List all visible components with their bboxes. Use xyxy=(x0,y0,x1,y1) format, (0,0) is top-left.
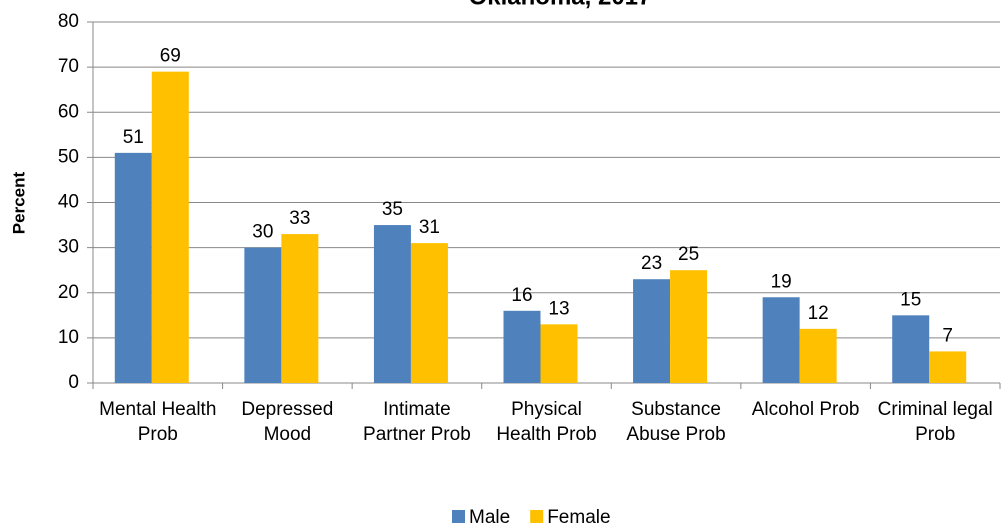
bar xyxy=(410,243,448,383)
bar xyxy=(762,297,800,383)
x-tick-label: Substance Abuse Prob xyxy=(626,399,726,445)
data-label: 19 xyxy=(771,271,792,292)
data-label: 16 xyxy=(511,285,532,306)
x-tick-label: Criminal legal Prob xyxy=(877,399,993,445)
data-label: 13 xyxy=(548,298,569,319)
bar xyxy=(281,234,319,383)
bar xyxy=(151,71,189,383)
x-tick-label-box: Criminal legal Prob xyxy=(877,399,993,445)
legend-swatch xyxy=(530,510,544,523)
x-tick-label-box: Depressed Mood xyxy=(241,399,334,445)
x-tick-label-box: Alcohol Prob xyxy=(751,399,860,420)
y-tick-label: 20 xyxy=(58,282,79,303)
data-label: 69 xyxy=(160,46,181,67)
data-label: 30 xyxy=(252,222,273,243)
x-tick-label-box: Physical Health Prob xyxy=(496,399,597,445)
data-label: 35 xyxy=(382,199,403,220)
data-label: 7 xyxy=(942,325,953,346)
bar xyxy=(633,279,671,383)
x-tick-label: Physical Health Prob xyxy=(496,399,597,445)
y-tick-label: 30 xyxy=(58,237,79,258)
data-label: 33 xyxy=(289,208,310,229)
y-tick-label: 80 xyxy=(58,11,79,32)
bar xyxy=(503,310,541,383)
bar xyxy=(929,351,967,383)
bar xyxy=(373,225,411,383)
x-tick-label: Depressed Mood xyxy=(241,399,334,445)
bar xyxy=(670,270,708,383)
data-label: 51 xyxy=(123,127,144,148)
data-label: 15 xyxy=(900,289,921,310)
bar xyxy=(892,315,930,383)
legend-label: Female xyxy=(547,507,610,527)
bar xyxy=(540,324,578,383)
bar xyxy=(114,152,152,383)
y-tick-label: 40 xyxy=(58,192,79,213)
legend-swatch xyxy=(452,510,465,523)
bar xyxy=(244,247,282,383)
x-tick-label-box: Mental Health Prob xyxy=(99,399,217,445)
x-tick-label: Intimate Partner Prob xyxy=(363,399,471,445)
y-tick-label: 60 xyxy=(58,101,79,122)
y-tick-label: 50 xyxy=(58,146,79,167)
data-label: 12 xyxy=(808,303,829,324)
y-axis-label: Percent xyxy=(9,171,28,234)
y-tick-label: 0 xyxy=(68,372,79,393)
x-tick-label: Alcohol Prob xyxy=(751,399,860,420)
y-tick-label: 70 xyxy=(58,56,79,77)
legend-label: Male xyxy=(469,507,510,527)
chart-title: Oklahoma, 2017 xyxy=(469,0,652,10)
y-tick-label: 10 xyxy=(58,327,79,348)
x-tick-label-box: Substance Abuse Prob xyxy=(626,399,726,445)
bar xyxy=(799,328,837,383)
data-label: 25 xyxy=(678,244,699,265)
data-label: 23 xyxy=(641,253,662,274)
data-label: 31 xyxy=(419,217,440,238)
x-tick-label-box: Intimate Partner Prob xyxy=(363,399,471,445)
x-tick-label: Mental Health Prob xyxy=(99,399,217,445)
